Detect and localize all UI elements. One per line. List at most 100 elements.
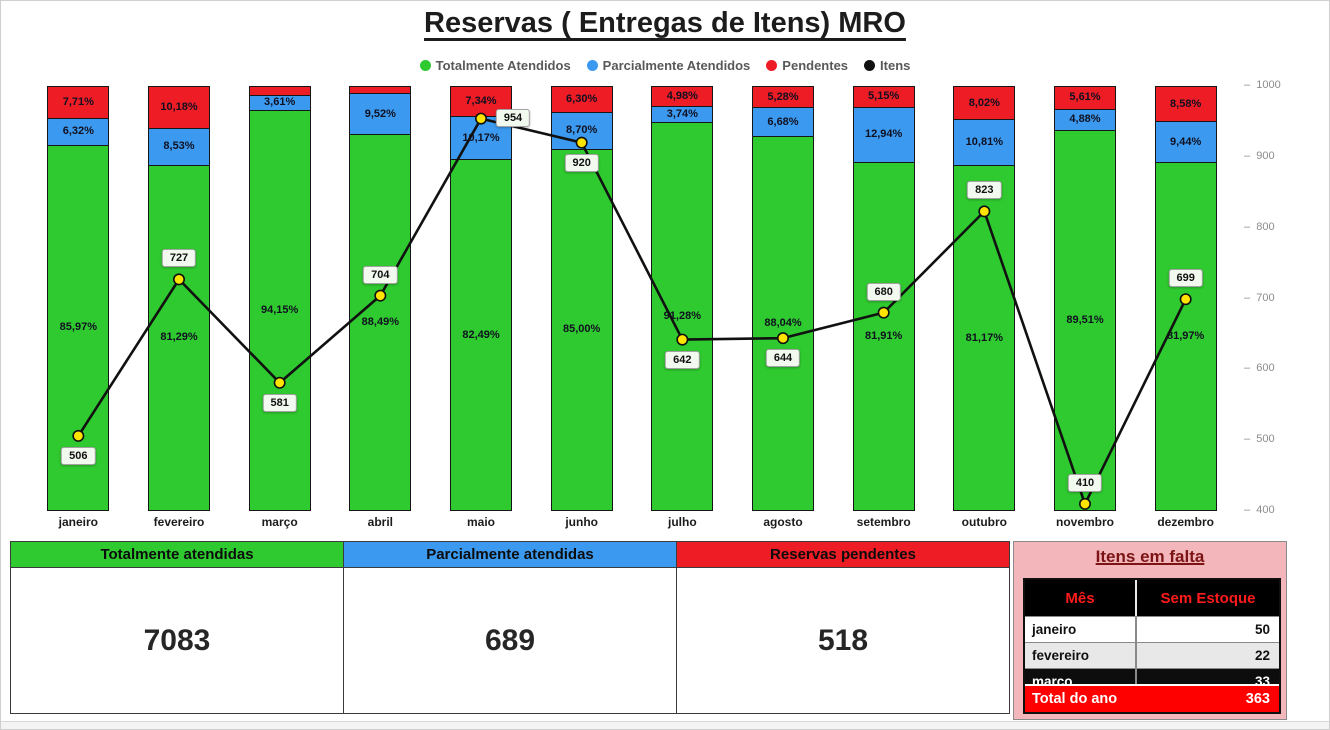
summary-cards: Totalmente atendidas 7083 Parcialmente ate… xyxy=(10,541,1010,714)
legend-label: Totalmente Atendidos xyxy=(435,58,571,73)
shortage-table: Mês Sem Estoque janeiro 50 fevereiro 22 março 3… xyxy=(1023,578,1281,714)
x-axis-label-novembro: novembro xyxy=(1055,515,1115,529)
shortage-total-label: Total do ano xyxy=(1032,691,1118,707)
segment-percent-label: 3,74% xyxy=(666,108,698,121)
x-axis-label-fevereiro: fevereiro xyxy=(153,515,205,529)
segment-percent-label: 7,34% xyxy=(465,95,497,108)
legend-item-pendentes: Pendentes xyxy=(766,58,848,73)
shortage-col-sem-estoque: Sem Estoque xyxy=(1160,589,1256,607)
chart-plot-area: 7,71% 6,32% 85,97% 10,18% 8,53% 81,29% 3,61% 94… xyxy=(28,86,1236,511)
y-axis-tick-700: – 700 xyxy=(1244,291,1275,304)
segment-percent-label: 9,52% xyxy=(364,107,396,120)
segment-percent-label: 5,28% xyxy=(767,90,799,103)
line-value-label-abril: 704 xyxy=(363,265,398,284)
line-value-label-julho: 642 xyxy=(665,350,700,369)
x-axis-label-janeiro: janeiro xyxy=(58,515,99,529)
segment-pendentes-agosto: 5,28% xyxy=(752,86,814,109)
totalmente-atendidos-dot-icon xyxy=(419,60,431,71)
shortage-row-janeiro[interactable]: janeiro 50 xyxy=(1025,616,1279,642)
shortage-row-março[interactable]: março 33 xyxy=(1025,668,1279,684)
segment-pendentes-junho: 6,30% xyxy=(550,86,613,113)
summary-card-parcialmente-atendidas: Parcialmente atendidas 689 xyxy=(343,541,677,714)
segment-percent-label: 7,71% xyxy=(62,95,94,108)
segment-pendentes-setembro: 5,15% xyxy=(852,86,915,108)
summary-card-header: Reservas pendentes xyxy=(676,541,1010,568)
x-axis-label-julho: julho xyxy=(667,515,697,529)
shortage-total-row: Total do ano 363 xyxy=(1025,684,1279,712)
parcialmente-atendidos-dot-icon xyxy=(586,60,598,71)
summary-card-value[interactable]: 518 xyxy=(676,568,1010,714)
segment-pendentes-dezembro: 8,58% xyxy=(1154,86,1217,123)
summary-card-totalmente-atendidas: Totalmente atendidas 7083 xyxy=(10,541,344,714)
horizontal-scrollbar-track[interactable] xyxy=(1,721,1329,729)
x-axis-label-maio: maio xyxy=(466,515,496,529)
segment-pendentes-abril xyxy=(349,86,412,95)
segment-pendentes-janeiro: 7,71% xyxy=(47,86,110,119)
chart-title: Reservas ( Entregas de Itens) MRO xyxy=(424,7,906,39)
segment-pendentes-outubro: 8,02% xyxy=(953,86,1016,121)
shortage-month: janeiro xyxy=(1025,617,1137,642)
segment-percent-label: 4,98% xyxy=(666,90,698,103)
summary-card-header: Parcialmente atendidas xyxy=(343,541,677,568)
y-axis-tick-800: – 800 xyxy=(1244,220,1275,233)
itens-em-falta-panel: Itens em falta Mês Sem Estoque janeiro 50 fe… xyxy=(1013,541,1287,720)
shortage-value: 22 xyxy=(1254,648,1270,663)
segment-pendentes-março xyxy=(248,86,311,96)
shortage-value: 50 xyxy=(1254,622,1270,637)
segment-pendentes-maio: 7,34% xyxy=(450,86,512,118)
summary-card-value[interactable]: 7083 xyxy=(10,568,344,714)
pendentes-dot-icon xyxy=(766,60,778,71)
x-axis-label-abril: abril xyxy=(367,515,393,529)
legend-label: Parcialmente Atendidos xyxy=(602,58,751,73)
summary-card-value[interactable]: 689 xyxy=(343,568,677,714)
line-value-label-dezembro: 699 xyxy=(1168,269,1203,288)
line-value-label-outubro: 823 xyxy=(967,181,1002,200)
legend-label: Pendentes xyxy=(782,58,849,73)
shortage-month: fevereiro xyxy=(1025,643,1137,668)
y-axis-tick-900: – 900 xyxy=(1244,149,1275,162)
segment-percent-label: 6,30% xyxy=(566,92,598,105)
itens-dot-icon xyxy=(864,60,876,71)
legend-item-parcialmente-atendidos: Parcialmente Atendidos xyxy=(586,58,751,73)
x-axis-label-setembro: setembro xyxy=(856,515,911,529)
segment-percent-label: 10,18% xyxy=(160,101,198,114)
y-axis-tick-600: – 600 xyxy=(1244,362,1275,375)
line-value-label-novembro: 410 xyxy=(1067,473,1103,492)
segment-percent-label: 8,02% xyxy=(968,96,1000,109)
y-axis-tick-1000: – 1000 xyxy=(1244,79,1281,91)
y-axis-tick-400: – 400 xyxy=(1244,504,1275,516)
line-value-label-janeiro: 506 xyxy=(61,446,96,465)
legend-item-itens: Itens xyxy=(864,58,910,73)
x-axis-label-junho: junho xyxy=(565,515,598,529)
segment-pendentes-novembro: 5,61% xyxy=(1054,86,1116,110)
shortage-value: 33 xyxy=(1254,674,1270,684)
shortage-row-fevereiro[interactable]: fevereiro 22 xyxy=(1025,642,1279,668)
segment-pendentes-julho: 4,98% xyxy=(651,86,714,108)
line-value-label-março: 581 xyxy=(262,393,297,412)
shortage-table-header: Mês Sem Estoque xyxy=(1025,580,1279,616)
x-axis-label-dezembro: dezembro xyxy=(1157,515,1214,529)
chart-legend: Totalmente Atendidos Parcialmente Atendid… xyxy=(1,58,1329,73)
segment-percent-label: 5,15% xyxy=(868,90,900,103)
segment-parcialmente-atendidos-março: 3,61% xyxy=(248,95,311,111)
x-axis-label-outubro: outubro xyxy=(961,515,1007,529)
shortage-month: março xyxy=(1025,669,1137,684)
line-value-label-junho: 920 xyxy=(564,153,599,172)
x-axis-label-agosto: agosto xyxy=(763,515,803,529)
line-value-label-fevereiro: 727 xyxy=(161,249,197,268)
line-value-labels: 506 727 581 704 954 920 642 644 680 823 410 699 xyxy=(28,86,1236,511)
x-axis-label-março: março xyxy=(261,515,298,529)
summary-card-reservas-pendentes: Reservas pendentes 518 xyxy=(676,541,1010,714)
shortage-panel-title: Itens em falta xyxy=(1095,547,1205,566)
legend-item-totalmente-atendidos: Totalmente Atendidos xyxy=(419,58,571,73)
shortage-total-value: 363 xyxy=(1245,691,1270,707)
line-value-label-maio: 954 xyxy=(495,108,531,127)
shortage-col-mes: Mês xyxy=(1025,580,1137,616)
segment-percent-label: 5,61% xyxy=(1069,91,1101,104)
segment-percent-label: 3,61% xyxy=(264,96,296,109)
line-value-label-setembro: 680 xyxy=(866,282,901,301)
x-axis: janeiro fevereiro março abril maio junho julho… xyxy=(28,515,1236,533)
y-axis-tick-500: – 500 xyxy=(1244,433,1275,446)
summary-card-header: Totalmente atendidas xyxy=(10,541,344,568)
